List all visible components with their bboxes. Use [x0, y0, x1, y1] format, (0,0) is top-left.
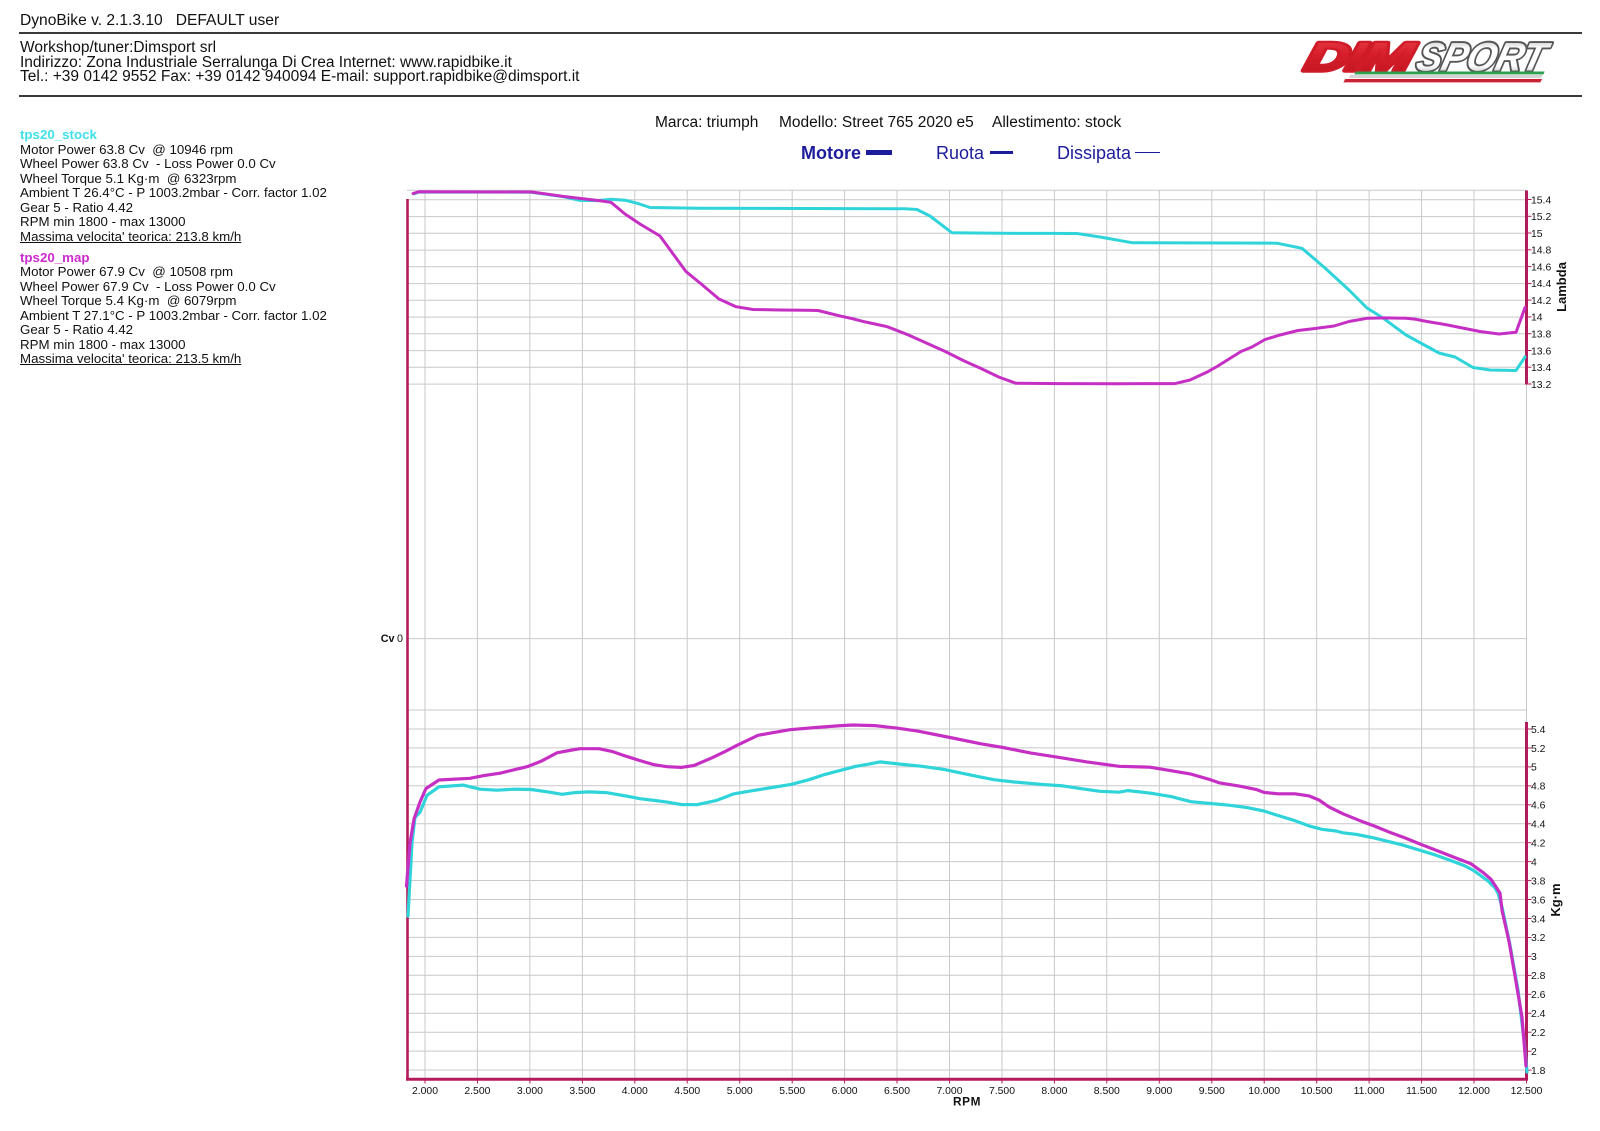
svg-text:5.000: 5.000 [727, 1086, 753, 1097]
svg-text:2.000: 2.000 [412, 1086, 438, 1097]
svg-text:6.000: 6.000 [832, 1086, 858, 1097]
svg-text:3: 3 [1531, 952, 1537, 963]
svg-text:3.2: 3.2 [1531, 933, 1546, 944]
svg-text:4.6: 4.6 [1531, 801, 1546, 812]
svg-text:0: 0 [397, 633, 403, 645]
svg-text:6.500: 6.500 [884, 1086, 910, 1097]
svg-text:5: 5 [1531, 763, 1537, 774]
svg-text:4.4: 4.4 [1531, 820, 1546, 831]
svg-text:3.4: 3.4 [1531, 914, 1546, 925]
svg-text:5.4: 5.4 [1531, 725, 1546, 736]
svg-text:5.500: 5.500 [779, 1086, 805, 1097]
svg-text:2.6: 2.6 [1531, 990, 1546, 1001]
svg-text:7.500: 7.500 [989, 1086, 1015, 1097]
svg-text:13.6: 13.6 [1531, 346, 1551, 357]
svg-text:9.500: 9.500 [1199, 1086, 1225, 1097]
svg-text:3.500: 3.500 [569, 1086, 595, 1097]
svg-text:14.6: 14.6 [1531, 262, 1551, 273]
svg-text:2.4: 2.4 [1531, 1009, 1546, 1020]
svg-text:DIM: DIM [1301, 34, 1420, 79]
svg-text:2.2: 2.2 [1531, 1028, 1546, 1039]
svg-text:13.2: 13.2 [1531, 380, 1551, 391]
svg-text:13.8: 13.8 [1531, 330, 1551, 341]
svg-text:12.000: 12.000 [1458, 1086, 1490, 1097]
svg-text:8.000: 8.000 [1041, 1086, 1067, 1097]
svg-text:2.8: 2.8 [1531, 971, 1546, 982]
svg-text:11.500: 11.500 [1406, 1086, 1437, 1097]
svg-text:9.000: 9.000 [1146, 1086, 1172, 1097]
svg-text:2: 2 [1531, 1047, 1537, 1058]
svg-text:8.500: 8.500 [1094, 1086, 1120, 1097]
svg-text:15.4: 15.4 [1531, 195, 1551, 206]
svg-text:4.8: 4.8 [1531, 782, 1546, 793]
svg-text:10.000: 10.000 [1248, 1086, 1280, 1097]
svg-text:Lambda: Lambda [1554, 261, 1569, 312]
svg-text:10.500: 10.500 [1301, 1086, 1333, 1097]
svg-text:4: 4 [1531, 857, 1537, 868]
svg-text:5.2: 5.2 [1531, 744, 1546, 755]
svg-text:14.2: 14.2 [1531, 296, 1551, 307]
svg-text:3.000: 3.000 [517, 1086, 543, 1097]
svg-text:3.8: 3.8 [1531, 876, 1546, 887]
svg-text:14.8: 14.8 [1531, 246, 1551, 257]
svg-text:15.2: 15.2 [1531, 212, 1551, 223]
svg-text:Kg·m: Kg·m [1548, 883, 1563, 916]
svg-text:12.500: 12.500 [1511, 1086, 1543, 1097]
svg-text:14.4: 14.4 [1531, 279, 1551, 290]
svg-text:13.4: 13.4 [1531, 363, 1551, 374]
svg-text:4.500: 4.500 [674, 1086, 700, 1097]
svg-text:15: 15 [1531, 229, 1543, 240]
svg-text:1.8: 1.8 [1531, 1066, 1546, 1077]
svg-text:RPM: RPM [953, 1095, 981, 1109]
svg-text:11.000: 11.000 [1354, 1086, 1385, 1097]
svg-text:2.500: 2.500 [464, 1086, 490, 1097]
svg-text:7.000: 7.000 [936, 1086, 962, 1097]
svg-text:3.6: 3.6 [1531, 895, 1546, 906]
svg-text:14: 14 [1531, 313, 1543, 324]
svg-text:4.2: 4.2 [1531, 839, 1546, 850]
svg-text:4.000: 4.000 [622, 1086, 648, 1097]
svg-text:Cv: Cv [381, 633, 395, 645]
